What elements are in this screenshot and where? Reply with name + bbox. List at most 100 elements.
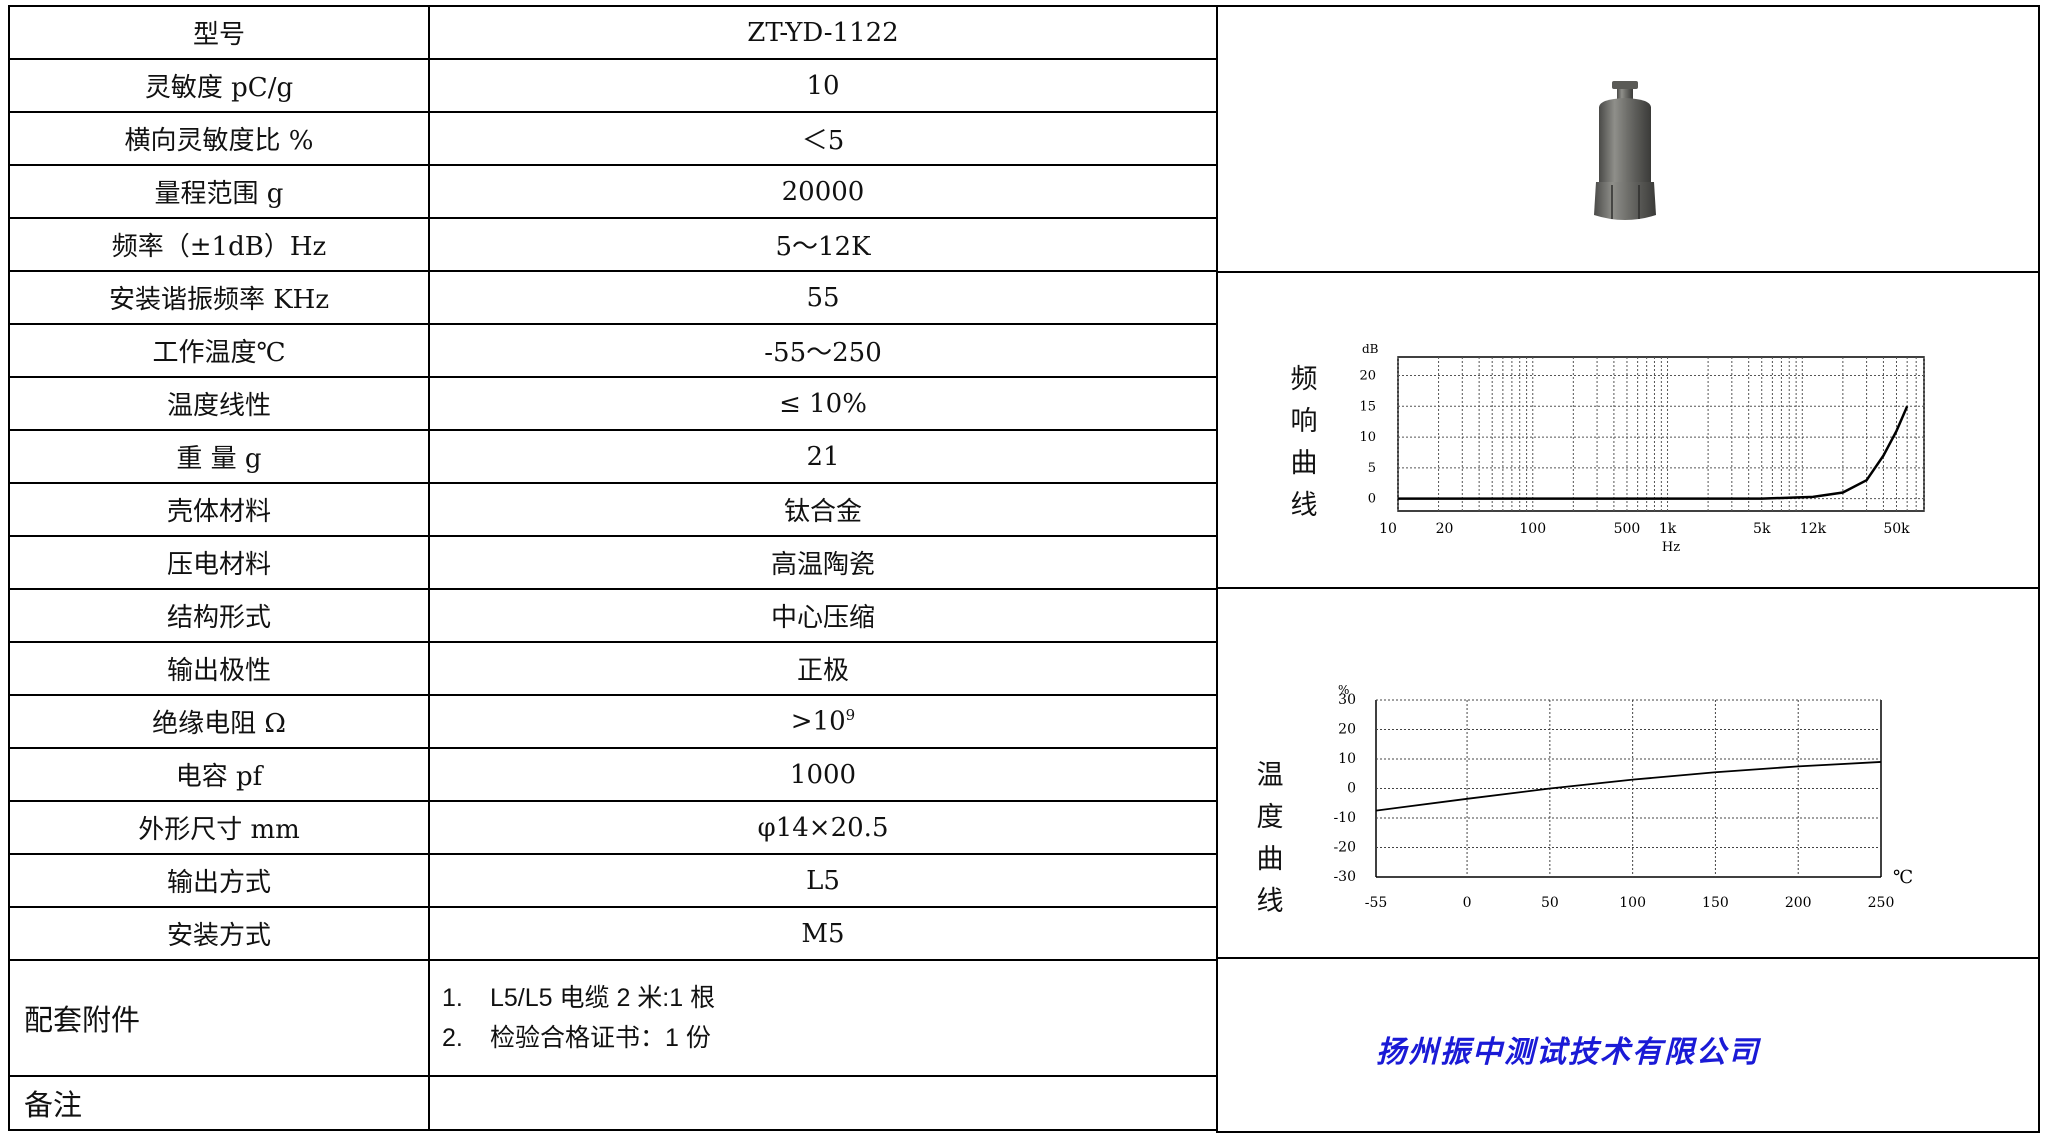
x-tick-label: 5k — [1753, 521, 1771, 537]
remarks-row: 备注 — [8, 1075, 1218, 1131]
spec-row: 安装方式 M5 — [8, 906, 1218, 961]
y-tick-label: 0 — [1368, 492, 1376, 507]
spec-label: 温度线性 — [8, 376, 430, 431]
y-tick-label: -20 — [1333, 840, 1356, 856]
spec-label: 输出方式 — [8, 853, 430, 908]
temperature-curve-label: 温度曲线 — [1256, 760, 1284, 917]
spec-label: 灵敏度 pC/g — [8, 58, 430, 113]
y-tick-label: 30 — [1338, 692, 1356, 708]
right-column: 频响曲线 0 5 10 15 20 10 20 100 500 1k 5k 12k 50k dB Hz 温度… — [1216, 5, 2040, 1133]
spec-row: 温度线性 ≤ 10% — [8, 376, 1218, 431]
x-tick-label: 1k — [1659, 521, 1677, 537]
spec-row: 重 量 g 21 — [8, 429, 1218, 484]
spec-label: 壳体材料 — [8, 482, 430, 537]
spec-value: >109 — [428, 694, 1218, 749]
frequency-response-chart: 0 5 10 15 20 10 20 100 500 1k 5k 12k 50k dB Hz — [1359, 342, 1925, 555]
accessory-item: 1. L5/L5 电缆 2 米:1 根 — [442, 984, 716, 1012]
spec-row: 型号 ZT-YD-1122 — [8, 5, 1218, 60]
company-name: 扬州振中测试技术有限公司 — [1376, 1035, 1760, 1070]
spec-label: 电容 pf — [8, 747, 430, 802]
spec-row: 安装谐振频率 KHz 55 — [8, 270, 1218, 325]
series-line — [1398, 405, 1909, 500]
spec-value: M5 — [428, 906, 1218, 961]
x-axis-label: Hz — [1662, 540, 1680, 555]
frequency-curve-label: 频响曲线 — [1290, 364, 1318, 521]
y-axis-label: % — [1338, 683, 1349, 697]
frequency-response-panel: 频响曲线 0 5 10 15 20 10 20 100 500 1k 5k 12k 50k dB Hz — [1216, 271, 2038, 589]
y-tick-label: 10 — [1359, 430, 1376, 445]
temperature-curve-panel: 温度曲线 30 20 10 0 -10 -20 -30 -55 0 50 100 150 200 250%… — [1216, 587, 2038, 959]
spec-value: ＜5 — [428, 111, 1218, 166]
spec-row: 频率（±1dB）Hz 5～12K — [8, 217, 1218, 272]
remarks-label: 备注 — [8, 1075, 430, 1131]
product-photo-panel — [1216, 7, 2038, 273]
x-tick-label: 250 — [1868, 895, 1895, 911]
spec-label: 结构形式 — [8, 588, 430, 643]
spec-row: 压电材料 高温陶瓷 — [8, 535, 1218, 590]
y-tick-label: 5 — [1368, 461, 1376, 476]
spec-sheet: 型号 ZT-YD-1122 灵敏度 pC/g 10 横向灵敏度比 % ＜5 量程范围 g 20… — [8, 5, 2040, 1133]
spec-label: 工作温度℃ — [8, 323, 430, 378]
spec-label: 外形尺寸 mm — [8, 800, 430, 855]
spec-row: 壳体材料 钛合金 — [8, 482, 1218, 537]
spec-table: 型号 ZT-YD-1122 灵敏度 pC/g 10 横向灵敏度比 % ＜5 量程范围 g 20… — [8, 5, 1218, 1131]
spec-value: 高温陶瓷 — [428, 535, 1218, 590]
spec-row: 结构形式 中心压缩 — [8, 588, 1218, 643]
spec-label: 压电材料 — [8, 535, 430, 590]
remarks-value — [428, 1075, 1218, 1131]
spec-value: L5 — [428, 853, 1218, 908]
spec-value: 20000 — [428, 164, 1218, 219]
spec-value: 10 — [428, 58, 1218, 113]
x-tick-label: 20 — [1436, 521, 1454, 537]
spec-row: 输出极性 正极 — [8, 641, 1218, 696]
spec-label: 安装方式 — [8, 906, 430, 961]
spec-label: 重 量 g — [8, 429, 430, 484]
spec-label: 量程范围 g — [8, 164, 430, 219]
x-tick-label: 0 — [1463, 895, 1472, 911]
x-tick-label: 500 — [1614, 521, 1641, 537]
series-line — [1375, 761, 1882, 812]
spec-label: 频率（±1dB）Hz — [8, 217, 430, 272]
spec-value: 21 — [428, 429, 1218, 484]
spec-value: 5～12K — [428, 217, 1218, 272]
spec-row: 横向灵敏度比 % ＜5 — [8, 111, 1218, 166]
y-axis-label: dB — [1362, 342, 1379, 356]
spec-row: 电容 pf 1000 — [8, 747, 1218, 802]
spec-value: φ14×20.5 — [428, 800, 1218, 855]
y-tick-label: 10 — [1338, 751, 1356, 767]
accessories-list: 1. L5/L5 电缆 2 米:1 根 2. 检验合格证书：1 份 — [428, 959, 1218, 1077]
x-tick-label: 50k — [1883, 521, 1910, 537]
accessories-row: 配套附件 1. L5/L5 电缆 2 米:1 根 2. 检验合格证书：1 份 — [8, 959, 1218, 1077]
y-tick-label: -30 — [1333, 869, 1356, 885]
y-tick-label: 15 — [1359, 399, 1376, 414]
sensor-photo — [1594, 81, 1656, 220]
x-tick-label: 200 — [1785, 895, 1812, 911]
spec-value: 钛合金 — [428, 482, 1218, 537]
spec-label: 型号 — [8, 5, 430, 60]
accessories-label: 配套附件 — [8, 959, 430, 1077]
accessory-item: 2. 检验合格证书：1 份 — [442, 1024, 711, 1052]
y-tick-label: 0 — [1347, 781, 1356, 797]
spec-row: 绝缘电阻 Ω >109 — [8, 694, 1218, 749]
spec-row: 工作温度℃ -55～250 — [8, 323, 1218, 378]
spec-row: 外形尺寸 mm φ14×20.5 — [8, 800, 1218, 855]
spec-value: ZT-YD-1122 — [428, 5, 1218, 60]
spec-row: 输出方式 L5 — [8, 853, 1218, 908]
spec-row: 灵敏度 pC/g 10 — [8, 58, 1218, 113]
spec-label: 横向灵敏度比 % — [8, 111, 430, 166]
spec-row: 量程范围 g 20000 — [8, 164, 1218, 219]
y-tick-label: -10 — [1333, 810, 1356, 826]
spec-label: 绝缘电阻 Ω — [8, 694, 430, 749]
x-axis-label: ℃ — [1893, 867, 1913, 888]
spec-value: -55～250 — [428, 323, 1218, 378]
x-tick-label: 100 — [1519, 521, 1546, 537]
spec-label: 安装谐振频率 KHz — [8, 270, 430, 325]
x-tick-label: -55 — [1365, 895, 1388, 911]
spec-value: 中心压缩 — [428, 588, 1218, 643]
y-tick-label: 20 — [1359, 368, 1376, 383]
x-tick-label: 100 — [1619, 895, 1646, 911]
spec-label: 输出极性 — [8, 641, 430, 696]
spec-value: 55 — [428, 270, 1218, 325]
y-tick-label: 20 — [1338, 722, 1356, 738]
